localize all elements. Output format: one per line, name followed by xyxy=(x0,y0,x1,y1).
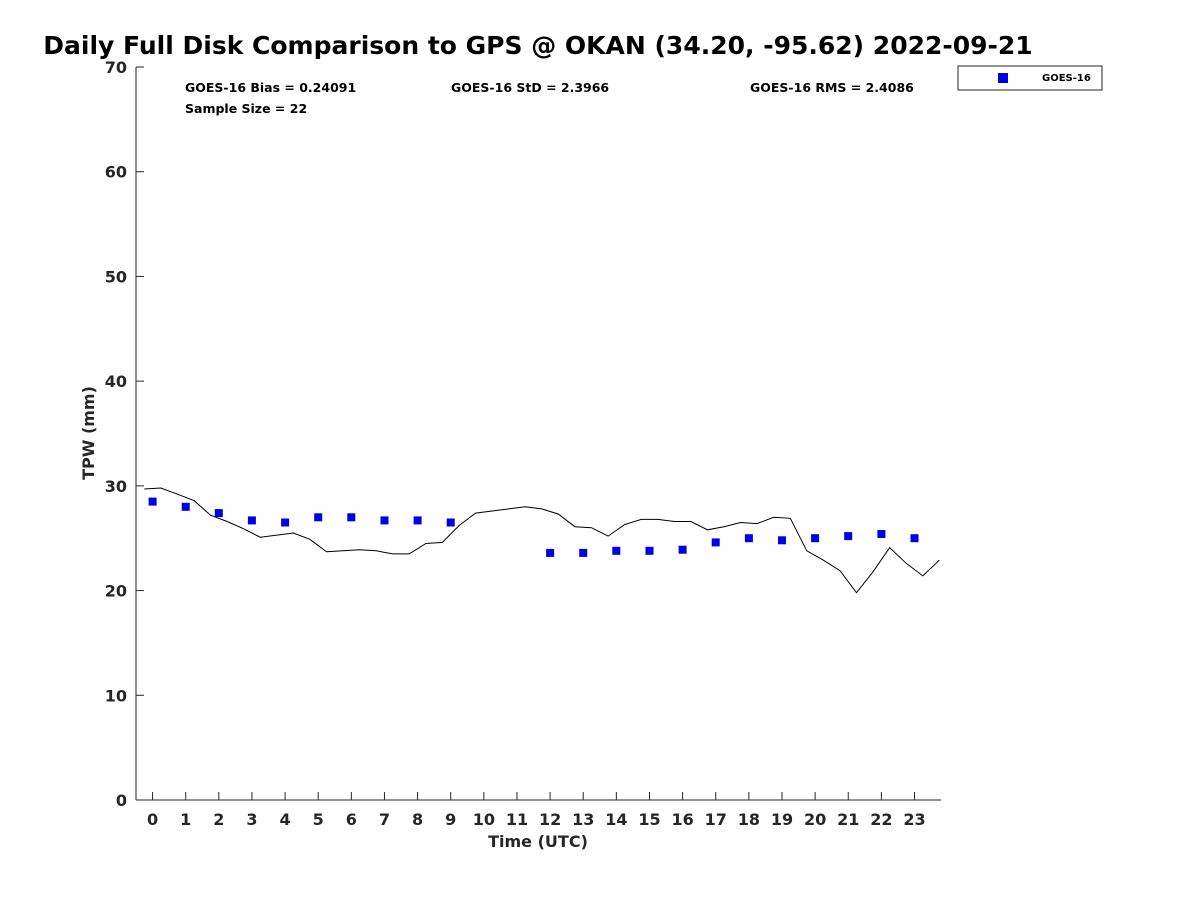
goes16-point xyxy=(281,518,290,527)
x-tick-label: 11 xyxy=(506,810,528,829)
stat-sample-size: Sample Size = 22 xyxy=(185,101,307,116)
x-tick-label: 22 xyxy=(870,810,892,829)
y-tick-label: 20 xyxy=(105,582,127,601)
x-tick-label: 20 xyxy=(804,810,826,829)
x-tick-label: 9 xyxy=(445,810,456,829)
y-tick-label: 40 xyxy=(105,372,127,391)
goes16-point xyxy=(711,538,720,547)
x-tick-label: 3 xyxy=(246,810,257,829)
goes16-point xyxy=(247,516,256,525)
x-tick-label: 6 xyxy=(346,810,357,829)
goes16-point xyxy=(744,534,753,543)
x-tick-label: 8 xyxy=(412,810,423,829)
goes16-points xyxy=(148,497,919,557)
goes16-point xyxy=(148,497,157,506)
x-axis-label: Time (UTC) xyxy=(488,832,588,851)
y-tick-label: 10 xyxy=(105,686,127,705)
y-tick-label: 70 xyxy=(105,58,127,77)
gps-series-line xyxy=(144,487,940,594)
goes16-point xyxy=(877,530,886,538)
legend-label: GOES-16 xyxy=(1042,73,1091,84)
goes16-point xyxy=(612,546,621,555)
goes16-point xyxy=(413,516,422,525)
x-tick-label: 10 xyxy=(473,810,495,829)
x-tick-label: 14 xyxy=(605,810,627,829)
stat-bias: GOES-16 Bias = 0.24091 xyxy=(185,80,356,95)
legend: GOES-16 xyxy=(957,65,1103,91)
chart-title: Daily Full Disk Comparison to GPS @ OKAN… xyxy=(43,31,1032,60)
goes16-point xyxy=(811,534,820,543)
goes16-point xyxy=(347,513,356,522)
x-tick-label: 0 xyxy=(147,810,158,829)
x-tick-label: 2 xyxy=(213,810,224,829)
goes16-point xyxy=(380,516,389,525)
x-tick-label: 19 xyxy=(771,810,793,829)
x-tick-label: 15 xyxy=(638,810,660,829)
x-tick-label: 17 xyxy=(705,810,727,829)
goes16-point xyxy=(645,546,654,555)
x-tick-label: 21 xyxy=(837,810,859,829)
y-tick-label: 30 xyxy=(105,477,127,496)
goes16-point xyxy=(844,532,853,541)
x-tick-label: 18 xyxy=(738,810,760,829)
goes16-point xyxy=(214,509,223,518)
y-tick-label: 0 xyxy=(116,791,127,810)
legend-marker-square xyxy=(998,73,1008,83)
legend-box xyxy=(957,65,1103,91)
y-tick-label: 60 xyxy=(105,163,127,182)
goes16-point xyxy=(910,534,919,543)
x-tick-label: 5 xyxy=(313,810,324,829)
x-tick-label: 23 xyxy=(903,810,925,829)
goes16-point xyxy=(579,548,588,557)
goes16-point xyxy=(181,502,190,511)
goes16-point xyxy=(778,536,786,545)
x-tick-label: 1 xyxy=(180,810,191,829)
stat-std: GOES-16 StD = 2.3966 xyxy=(451,80,609,95)
x-tick-label: 16 xyxy=(671,810,693,829)
x-tick-label: 12 xyxy=(539,810,561,829)
y-tick-label: 50 xyxy=(105,267,127,286)
x-tick-label: 4 xyxy=(280,810,291,829)
goes16-point xyxy=(446,518,455,527)
goes16-point xyxy=(678,545,687,554)
goes16-point xyxy=(314,513,323,522)
y-axis-label: TPW (mm) xyxy=(79,386,98,480)
x-tick-label: 13 xyxy=(572,810,594,829)
x-tick-label: 7 xyxy=(379,810,390,829)
goes16-point xyxy=(546,548,555,557)
stat-rms: GOES-16 RMS = 2.4086 xyxy=(750,80,914,95)
gps-line xyxy=(144,487,940,594)
